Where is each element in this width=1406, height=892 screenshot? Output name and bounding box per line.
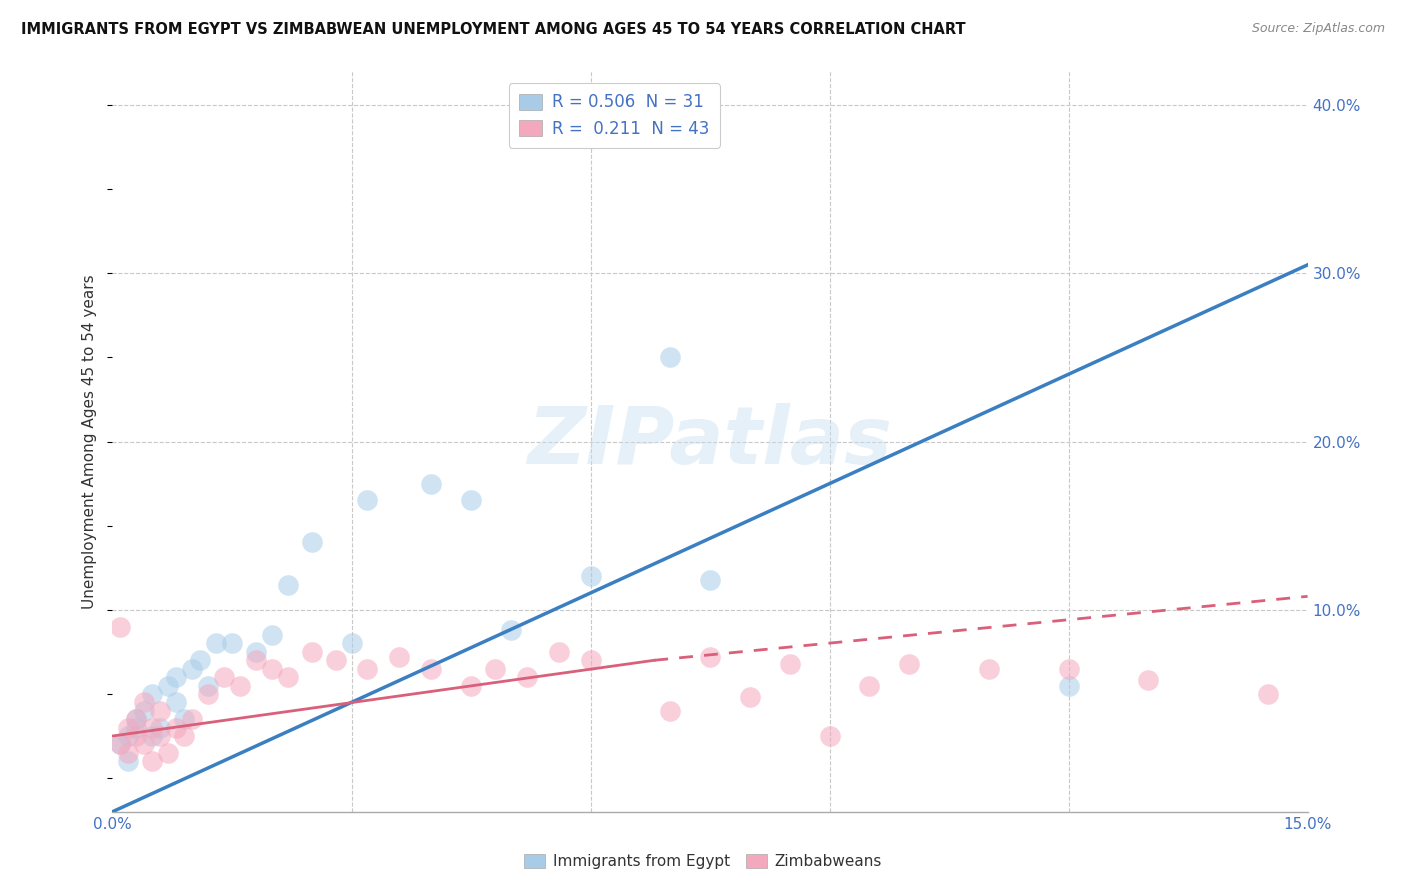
Point (197, 687, 219, 701)
Point (818, 729, 841, 743)
Point (165, 670, 187, 684)
Point (356, 493, 378, 508)
Point (117, 754, 139, 768)
Point (110, 619, 132, 633)
Point (579, 653, 602, 667)
Text: IMMIGRANTS FROM EGYPT VS ZIMBABWEAN UNEMPLOYMENT AMONG AGES 45 TO 54 YEARS CORRE: IMMIGRANTS FROM EGYPT VS ZIMBABWEAN UNEM… (21, 22, 966, 37)
Point (245, 645, 267, 659)
Point (229, 679, 252, 693)
Point (117, 746, 139, 760)
Point (212, 670, 235, 684)
Point (659, 704, 682, 718)
Point (134, 704, 156, 718)
Text: ZIPatlas: ZIPatlas (527, 402, 893, 481)
Point (205, 636, 228, 650)
Point (1057, 679, 1080, 693)
Point (898, 657, 921, 671)
Point (245, 653, 267, 667)
Point (1057, 662, 1080, 676)
Text: Source: ZipAtlas.com: Source: ZipAtlas.com (1251, 22, 1385, 36)
Point (738, 690, 761, 705)
Legend: Immigrants from Egypt, Zimbabweans: Immigrants from Egypt, Zimbabweans (517, 847, 889, 875)
Point (260, 662, 283, 676)
Point (173, 712, 195, 726)
Point (173, 729, 195, 743)
Point (779, 657, 801, 671)
Point (149, 721, 172, 735)
Point (149, 704, 172, 718)
Point (325, 653, 347, 667)
Point (141, 721, 163, 735)
Point (1257, 687, 1279, 701)
Point (188, 653, 211, 667)
Point (460, 493, 482, 508)
Point (388, 649, 411, 664)
Point (141, 729, 163, 743)
Point (420, 662, 443, 676)
Point (659, 351, 682, 365)
Point (134, 738, 156, 752)
Legend: R = 0.506  N = 31, R =  0.211  N = 43: R = 0.506 N = 31, R = 0.211 N = 43 (509, 83, 720, 148)
Point (356, 662, 378, 676)
Point (499, 623, 522, 637)
Point (141, 754, 163, 768)
Point (181, 662, 204, 676)
Point (858, 679, 880, 693)
Point (699, 649, 721, 664)
Point (221, 636, 243, 650)
Point (157, 679, 180, 693)
Point (165, 695, 187, 709)
Point (197, 679, 219, 693)
Point (125, 729, 148, 743)
Point (699, 573, 721, 587)
Point (125, 712, 148, 726)
Point (301, 645, 323, 659)
Point (134, 695, 156, 709)
Point (157, 746, 180, 760)
Y-axis label: Unemployment Among Ages 45 to 54 years: Unemployment Among Ages 45 to 54 years (82, 274, 97, 609)
Point (977, 662, 1000, 676)
Point (277, 577, 299, 591)
Point (1137, 673, 1160, 688)
Point (516, 670, 538, 684)
Point (149, 729, 172, 743)
Point (340, 636, 363, 650)
Point (110, 738, 132, 752)
Point (125, 721, 148, 735)
Point (277, 670, 299, 684)
Point (110, 738, 132, 752)
Point (181, 712, 204, 726)
Point (420, 476, 443, 491)
Point (117, 729, 139, 743)
Point (260, 628, 283, 642)
Point (141, 687, 163, 701)
Point (165, 721, 187, 735)
Point (460, 679, 482, 693)
Point (125, 712, 148, 726)
Point (301, 535, 323, 549)
Point (579, 569, 602, 583)
Point (547, 645, 569, 659)
Point (484, 662, 506, 676)
Point (117, 721, 139, 735)
